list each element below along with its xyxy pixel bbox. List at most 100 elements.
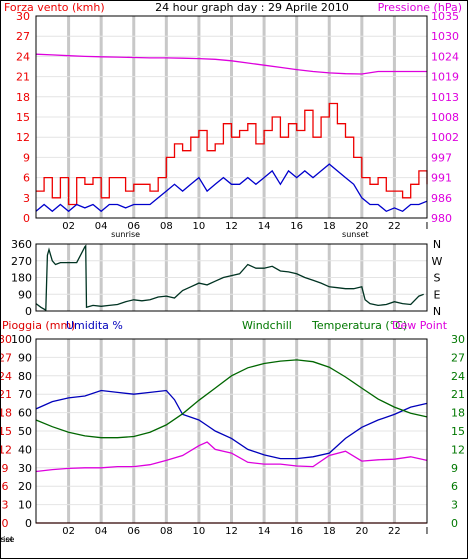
temperature-y-tick-label: 21 (451, 388, 465, 401)
x-tick-label: 10 (193, 526, 206, 537)
wind-y-tick-label: 15 (16, 111, 30, 124)
humidity-y-tick-label: 80 (18, 370, 32, 383)
sunrise-label: sunrise (111, 230, 140, 239)
x-tick-label: 20 (355, 221, 368, 232)
x-tick-label: I (426, 526, 429, 537)
wind-average-series-line (35, 163, 428, 213)
pressure-y-tick-label: 1002 (431, 131, 459, 144)
wind-y-tick-label: 6 (23, 172, 30, 185)
sunrise-label: sunrise (0, 535, 15, 544)
wind-y-tick-label: 18 (16, 91, 30, 104)
rain-y-tick-label: 24 (0, 370, 12, 383)
sunset-label: sunset (0, 535, 13, 544)
temperature-axis-label: Temperatura (°C) (311, 319, 407, 332)
humidity-y-tick-label: 90 (18, 351, 32, 364)
pressure-y-tick-label: 1013 (431, 91, 459, 104)
x-tick-label: 22 (388, 526, 401, 537)
temperature-y-tick-label: 27 (451, 351, 465, 364)
wind-pressure-plot-frame (35, 15, 428, 219)
x-tick-label: 08 (160, 526, 173, 537)
x-tick-label: 14 (258, 526, 271, 537)
temperature-y-tick-label: 18 (451, 407, 465, 420)
pressure-y-tick-label: 1030 (431, 30, 459, 43)
wind-y-tick-label: 9 (23, 151, 30, 164)
wind-axis-label: Forza vento (kmh) (4, 1, 105, 14)
x-tick-label: 18 (323, 526, 336, 537)
wind-y-tick-label: 30 (16, 10, 30, 23)
temperature-series-line (35, 359, 428, 439)
x-tick-label: 02 (62, 221, 75, 232)
rain-y-tick-label: 15 (0, 425, 12, 438)
x-tick-label: 12 (225, 221, 238, 232)
pressure-y-tick-label: 997 (431, 151, 452, 164)
sunset-label: sunset (342, 230, 369, 239)
temperature-y-tick-label: 3 (451, 499, 458, 512)
compass-label: W (432, 255, 443, 268)
direction-y-tick-label: 0 (25, 305, 32, 318)
humidity-y-tick-label: 50 (18, 425, 32, 438)
direction-y-tick-label: 360 (11, 238, 32, 251)
direction-y-tick-label: 180 (11, 272, 32, 285)
x-tick-label: 06 (127, 221, 140, 232)
wind-y-tick-label: 0 (23, 212, 30, 225)
x-tick-label: 16 (290, 221, 303, 232)
x-tick-label: 12 (225, 526, 238, 537)
compass-label: N (433, 238, 441, 251)
pressure-y-tick-label: 1008 (431, 111, 459, 124)
pressure-y-tick-label: 991 (431, 172, 452, 185)
x-tick-label: I (426, 221, 429, 232)
x-tick-label: 02 (62, 526, 75, 537)
wind-direction-series-line (35, 244, 424, 312)
temperature-y-tick-label: 12 (451, 443, 465, 456)
pressure-y-tick-label: 1035 (431, 10, 459, 23)
temperature-y-tick-label: 15 (451, 425, 465, 438)
humidity-axis-label: Umidita % (66, 319, 123, 332)
wind-direction-plot-frame (35, 243, 428, 312)
windchill-axis-label: Windchill (242, 319, 292, 332)
chart-title: 24 hour graph day : 29 Aprile 2010 (155, 1, 349, 14)
rain-y-tick-label: 12 (0, 443, 12, 456)
humidity-series-line (35, 389, 428, 460)
temperature-y-tick-label: 30 (451, 333, 465, 346)
x-tick-label: 16 (290, 526, 303, 537)
wind-y-tick-label: 24 (16, 50, 30, 63)
compass-label: E (434, 288, 441, 301)
pressure-y-tick-label: 986 (431, 192, 452, 205)
temperature-y-tick-label: 9 (451, 462, 458, 475)
humidity-y-tick-label: 70 (18, 388, 32, 401)
humidity-y-tick-label: 10 (18, 499, 32, 512)
rain-y-tick-label: 21 (0, 388, 12, 401)
wind-y-tick-label: 21 (16, 71, 30, 84)
x-tick-label: 10 (193, 221, 206, 232)
x-tick-label: 04 (95, 526, 108, 537)
x-tick-label: 06 (127, 526, 140, 537)
pressure-y-tick-label: 980 (431, 212, 452, 225)
x-tick-label: 20 (355, 526, 368, 537)
rain-y-tick-label: 3 (2, 499, 9, 512)
compass-label: S (434, 272, 441, 285)
wind-y-tick-label: 12 (16, 131, 30, 144)
humidity-temperature-plot-frame (35, 338, 428, 524)
x-tick-label: 18 (323, 221, 336, 232)
rain-y-tick-label: 9 (2, 462, 9, 475)
x-tick-label: 14 (258, 221, 271, 232)
rain-y-tick-label: 27 (0, 351, 12, 364)
x-tick-label: 22 (388, 221, 401, 232)
wind-y-tick-label: 27 (16, 30, 30, 43)
direction-y-tick-label: 90 (18, 288, 32, 301)
humidity-y-tick-label: 0 (25, 517, 32, 530)
humidity-y-tick-label: 60 (18, 407, 32, 420)
rain-y-tick-label: 18 (0, 407, 12, 420)
temperature-y-tick-label: 6 (451, 480, 458, 493)
pressure-axis-label: Pressione (hPa) (378, 1, 462, 14)
temperature-y-tick-label: 0 (451, 517, 458, 530)
humidity-y-tick-label: 30 (18, 462, 32, 475)
pressure-y-tick-label: 1019 (431, 71, 459, 84)
humidity-y-tick-label: 40 (18, 443, 32, 456)
humidity-y-tick-label: 20 (18, 480, 32, 493)
rain-axis-label: Pioggia (mm) (2, 319, 75, 332)
